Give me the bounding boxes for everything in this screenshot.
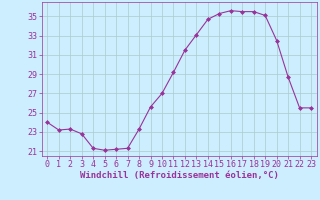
X-axis label: Windchill (Refroidissement éolien,°C): Windchill (Refroidissement éolien,°C) <box>80 171 279 180</box>
